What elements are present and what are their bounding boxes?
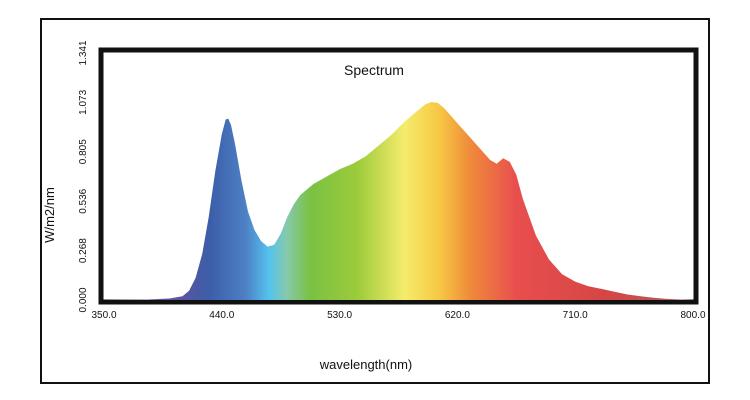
x-tick-label: 620.0 <box>445 310 470 321</box>
plot-border <box>98 47 699 305</box>
y-tick-label: 1.341 <box>78 40 89 65</box>
x-tick-label: 800.0 <box>680 310 705 321</box>
x-tick-label: 440.0 <box>209 310 234 321</box>
chart-frame <box>40 18 710 384</box>
y-tick-label: 0.268 <box>78 238 89 263</box>
y-tick-label: 0.000 <box>78 287 89 312</box>
y-axis-label: W/m2/nm <box>42 187 57 243</box>
x-tick-label: 350.0 <box>91 310 116 321</box>
x-axis-label: wavelength(nm) <box>319 357 413 372</box>
x-tick-label: 530.0 <box>327 310 352 321</box>
x-tick-label: 710.0 <box>563 310 588 321</box>
y-tick-label: 0.805 <box>78 139 89 164</box>
spectrum-area <box>104 102 693 300</box>
y-tick-label: 1.073 <box>78 89 89 114</box>
y-tick-label: 0.536 <box>78 188 89 213</box>
chart-title: Spectrum <box>344 62 404 78</box>
